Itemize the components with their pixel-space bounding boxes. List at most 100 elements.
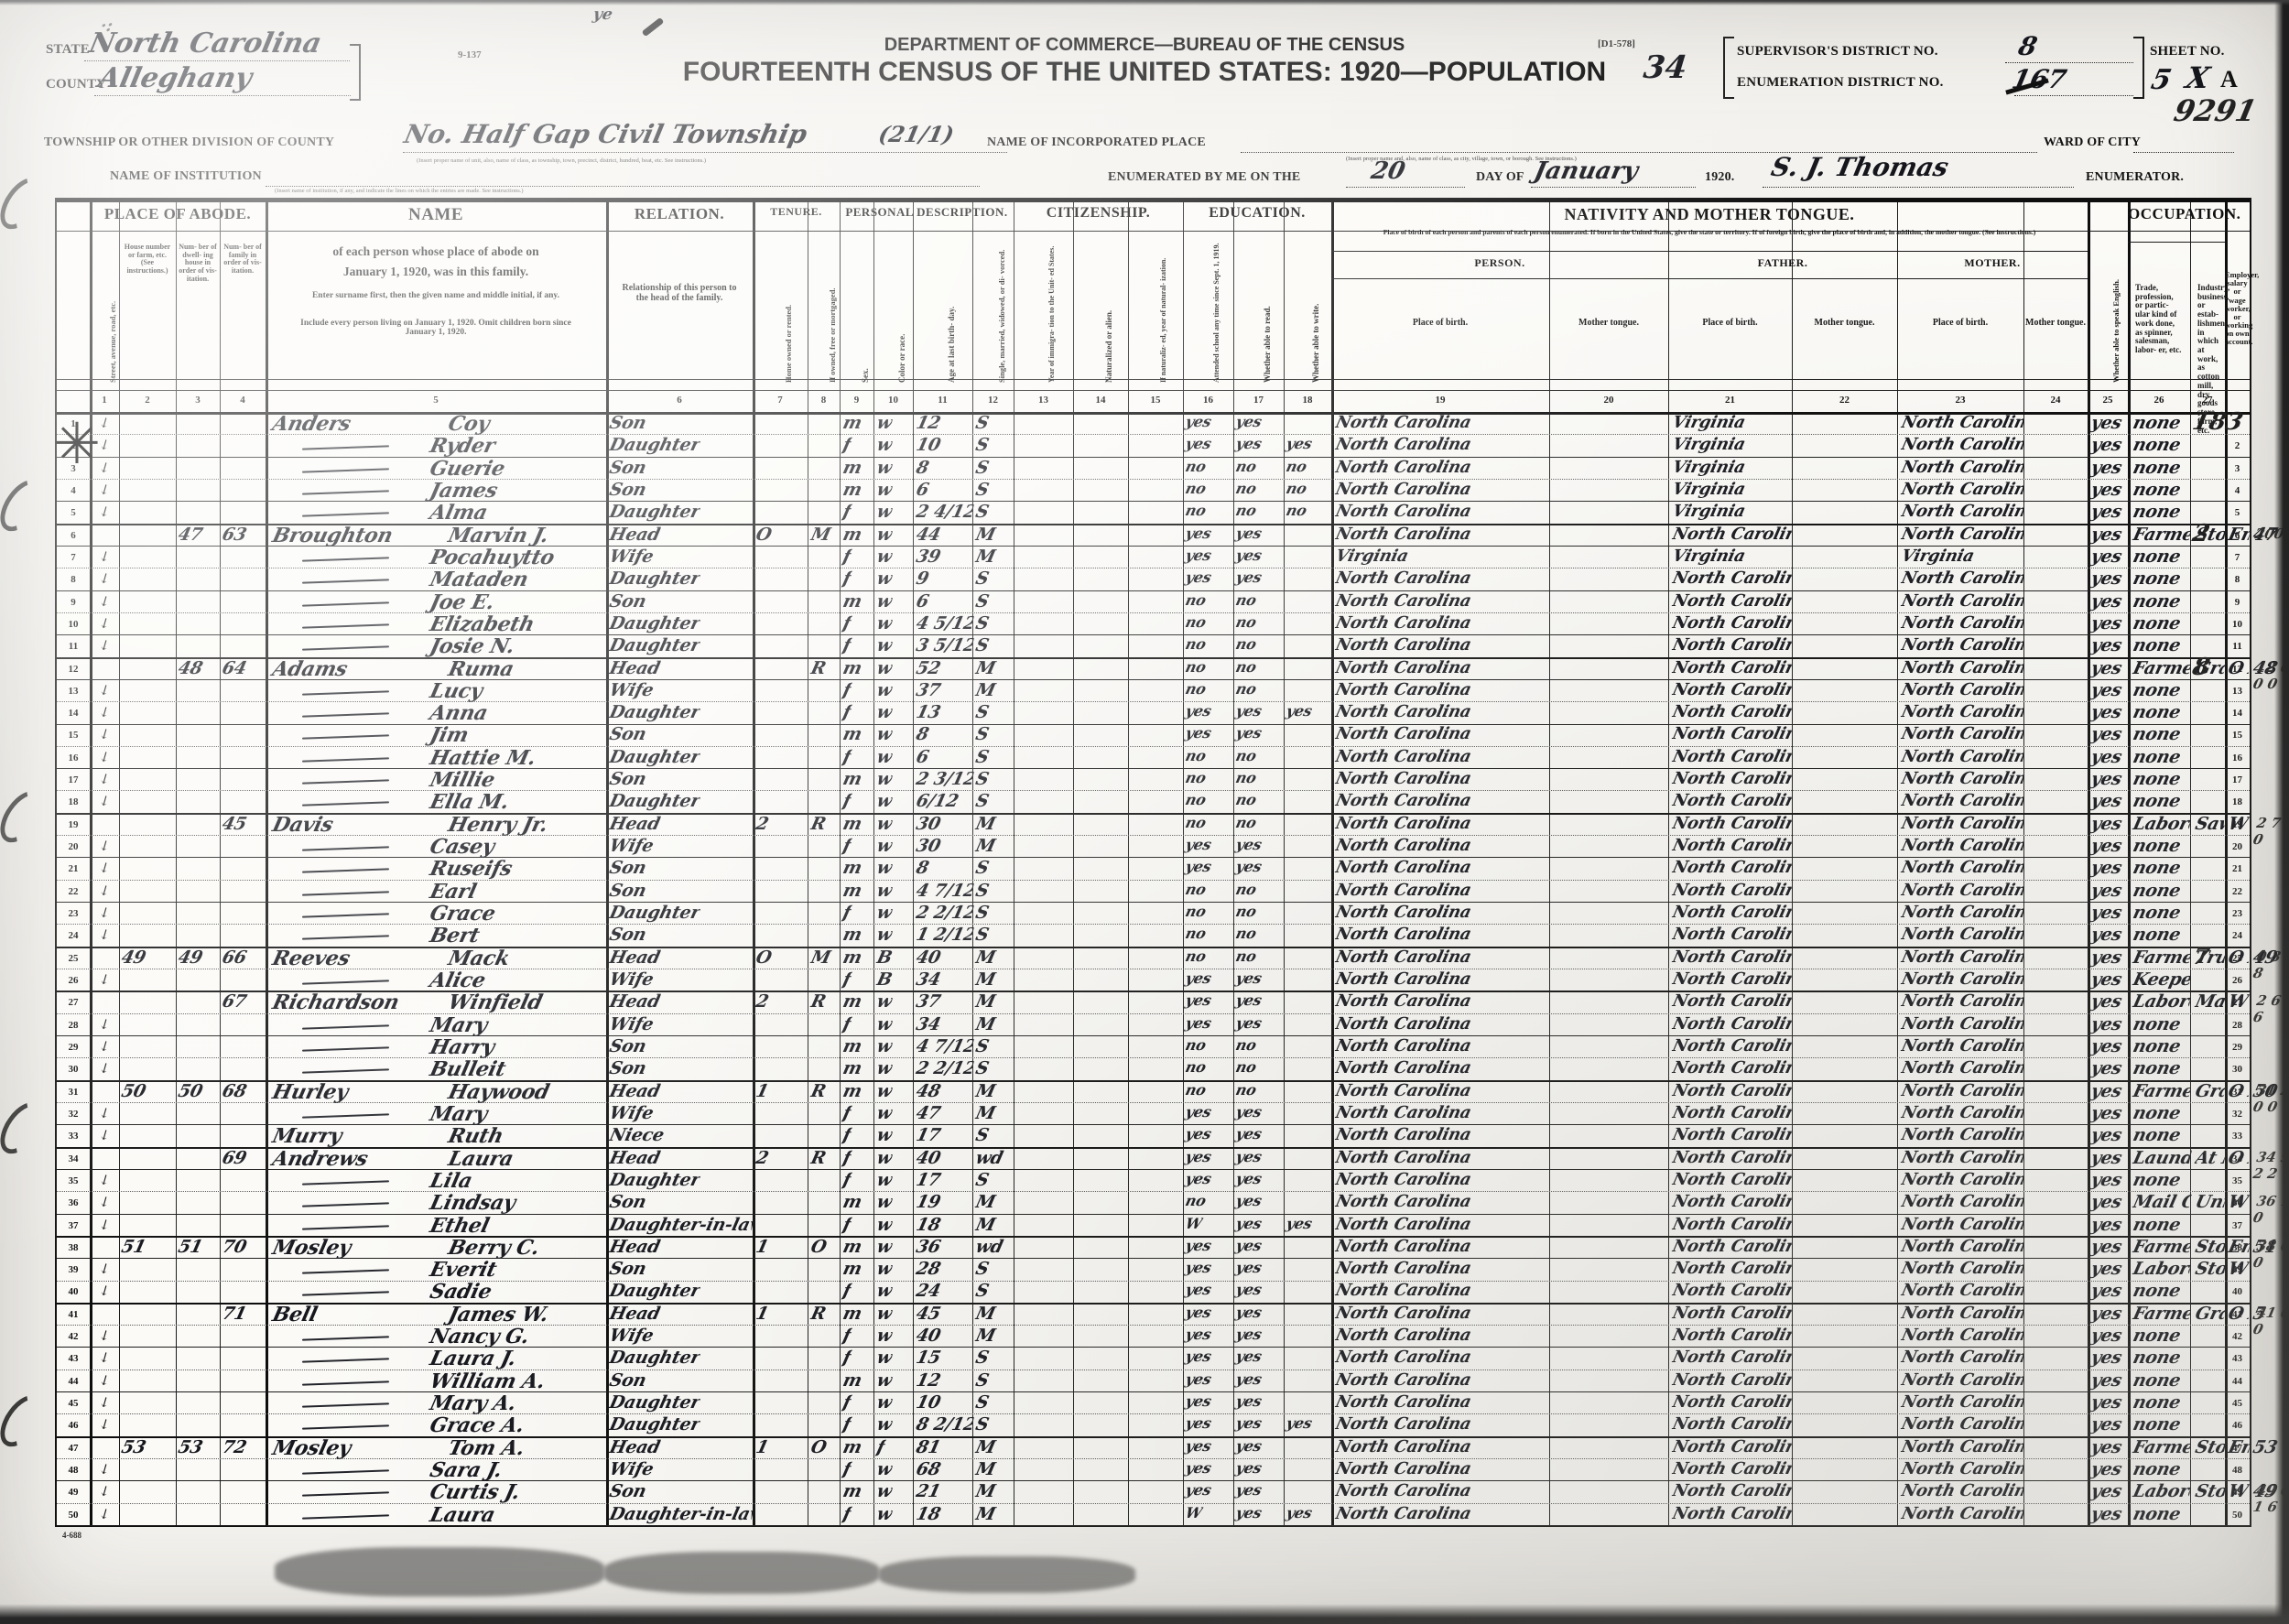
column-divider xyxy=(913,200,914,1525)
row-number-left: 42 xyxy=(68,1331,79,1343)
cell-age: 4 5/12 xyxy=(914,612,975,633)
cell-read: no xyxy=(1233,880,1258,898)
cell-dwell: 51 xyxy=(176,1236,205,1257)
cell-sex: m xyxy=(841,947,864,968)
cell-occupation: none xyxy=(2131,1013,2183,1034)
cell-relation: Son xyxy=(607,457,648,478)
cell-owned: O xyxy=(808,1236,829,1257)
ditto-dash xyxy=(302,490,389,495)
row-number-right: 47 xyxy=(2232,1442,2242,1454)
cell-race: w xyxy=(874,791,895,812)
cell-relation: Daughter xyxy=(607,635,702,656)
family-rule xyxy=(57,946,2250,948)
cell-given-name: Hattie M. xyxy=(427,745,538,770)
cell-school: yes xyxy=(1183,836,1213,854)
column-number: 1 xyxy=(102,395,107,406)
cell-fbirth: North Carolina xyxy=(1670,769,1795,789)
row-number-left: 24 xyxy=(68,930,79,942)
cell-occupation: none xyxy=(2131,1281,2183,1302)
row-number-right: 1 xyxy=(2234,418,2240,429)
cell-english: yes xyxy=(2088,1436,2124,1457)
cell-sex: f xyxy=(841,546,853,567)
column-divider xyxy=(1128,200,1129,1525)
row-number-right: 37 xyxy=(2232,1219,2242,1231)
binder-mark xyxy=(0,1387,53,1455)
cell-mbirth: North Carolina xyxy=(1899,1035,2026,1056)
cell-age: 40 xyxy=(914,1147,943,1168)
sheet-no-value: 5 xyxy=(2148,64,2175,96)
cell-given-name: Mary xyxy=(427,1012,490,1037)
cell-owned: R xyxy=(808,991,829,1012)
cell-occupation: none xyxy=(2131,1414,2183,1435)
cell-given-name: Elizabeth xyxy=(427,612,537,636)
row-number-right: 9 xyxy=(2234,596,2240,608)
cell-birth: North Carolina xyxy=(1333,502,1473,522)
continuation-tick: ↓ xyxy=(96,568,113,589)
district-brace-right xyxy=(2133,37,2144,99)
row-rule xyxy=(57,1413,2250,1415)
cell-relation: Son xyxy=(607,1192,648,1213)
header-occupation: OCCUPATION. xyxy=(2128,205,2241,222)
column-divider xyxy=(1897,200,1898,1525)
cell-relation: Daughter xyxy=(607,746,702,767)
continuation-tick: ↓ xyxy=(96,680,113,700)
cell-age: 37 xyxy=(914,679,943,700)
cell-fbirth: North Carolina xyxy=(1670,724,1795,744)
row-number-left: 1 xyxy=(71,418,76,429)
cell-mbirth: North Carolina xyxy=(1899,813,2026,833)
row-number-left: 3 xyxy=(71,462,76,474)
family-rule xyxy=(57,812,2250,815)
head-rule xyxy=(57,390,2250,391)
cell-occupation: none xyxy=(2131,836,2183,857)
cell-read: yes xyxy=(1233,1303,1264,1321)
cell-english: yes xyxy=(2088,502,2124,523)
cell-race: w xyxy=(874,1281,895,1302)
cell-read: yes xyxy=(1233,1169,1264,1187)
cell-school: yes xyxy=(1183,413,1213,430)
cell-given-name: Ethel xyxy=(427,1213,492,1238)
cell-age: 39 xyxy=(914,546,943,567)
scan-edge-right xyxy=(2274,0,2289,1624)
cell-birth: North Carolina xyxy=(1333,903,1473,923)
cell-given-name: Alice xyxy=(427,969,488,992)
column-divider xyxy=(1668,200,1669,1525)
cell-fbirth: North Carolina xyxy=(1670,1236,1795,1256)
cell-fbirth: North Carolina xyxy=(1670,590,1795,611)
cell-english: yes xyxy=(2088,1236,2124,1257)
cell-age: 17 xyxy=(914,1125,943,1146)
cell-birth: North Carolina xyxy=(1333,1013,1473,1034)
nativity-divider xyxy=(2023,278,2024,390)
cell-fbirth: North Carolina xyxy=(1670,568,1795,589)
cell-read: yes xyxy=(1233,1102,1264,1121)
cell-school: no xyxy=(1183,947,1208,965)
cell-marital: wd xyxy=(973,1236,1005,1257)
cell-birth: North Carolina xyxy=(1333,435,1473,455)
cell-sex: f xyxy=(841,635,853,656)
cell-race: w xyxy=(874,657,895,678)
cell-sex: f xyxy=(841,1326,853,1347)
cell-dwell: 53 xyxy=(176,1436,205,1457)
cell-fam: 69 xyxy=(220,1147,249,1168)
cell-english: yes xyxy=(2088,1080,2124,1101)
row-number-left: 15 xyxy=(68,730,79,742)
cell-write: yes xyxy=(1284,1214,1314,1232)
cell-age: 15 xyxy=(914,1348,943,1369)
row-number-left: 14 xyxy=(68,708,79,720)
column-number: 18 xyxy=(1302,395,1313,406)
cell-sex: f xyxy=(841,1169,853,1190)
cell-mbirth: North Carolina xyxy=(1899,903,2026,923)
cell-age: 21 xyxy=(914,1481,943,1502)
cell-sex: f xyxy=(841,1125,853,1146)
row-number-left: 37 xyxy=(68,1219,79,1231)
cell-given-name: Mack xyxy=(445,946,513,970)
cell-sex: m xyxy=(841,1236,864,1257)
cell-age: 28 xyxy=(914,1259,943,1280)
cell-mbirth: North Carolina xyxy=(1899,1259,2026,1279)
cell-school: yes xyxy=(1183,546,1213,564)
cell-race: w xyxy=(874,612,895,633)
cell-race: w xyxy=(874,590,895,612)
header-occupation-trade: Trade, profession, or partic- ular kind … xyxy=(2135,283,2182,355)
ditto-dash xyxy=(302,601,389,607)
cell-given-name: Ryder xyxy=(427,434,498,459)
cell-race: w xyxy=(874,880,895,901)
